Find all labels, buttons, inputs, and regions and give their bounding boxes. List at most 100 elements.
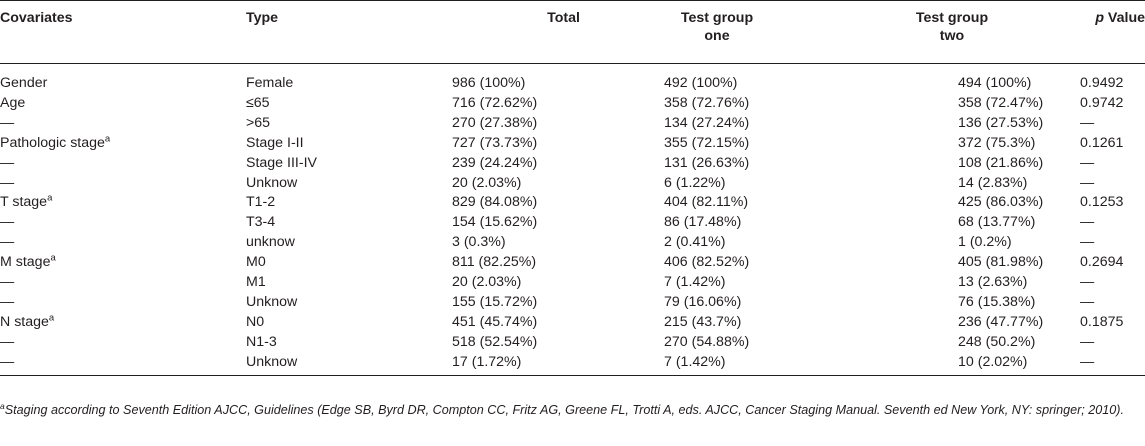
header-test-group-one: Test group one — [604, 0, 816, 64]
cell-test-group-two: 425 (86.03%) — [958, 194, 1044, 211]
covariate-label: — — [0, 174, 15, 191]
cell-test-group-two: 14 (2.83%) — [958, 174, 1028, 191]
cell-p-value: 0.9742 — [1080, 94, 1124, 111]
cell-test-group-one: 355 (72.15%) — [664, 134, 750, 151]
cell-p-value: 0.1875 — [1080, 313, 1124, 330]
cell-total: 154 (15.62%) — [452, 214, 538, 231]
cell-type: >65 — [246, 114, 271, 131]
table-row: — N1-3 518 (52.54%) 270 (54.88%) 248 (50.2%)… — [0, 333, 1145, 353]
covariate-label: Gender — [0, 75, 48, 91]
cell-covariate: — — [0, 353, 242, 375]
cell-p-value: — — [1080, 274, 1095, 291]
table-row: — Unknow 155 (15.72%) 79 (16.06%) 76 (15.38%… — [0, 293, 1145, 313]
cell-covariate: — — [0, 154, 242, 174]
footnote-mark: a — [0, 400, 5, 411]
cell-total: 518 (52.54%) — [452, 333, 538, 350]
cell-type: M0 — [246, 254, 266, 271]
cell-total: 20 (2.03%) — [452, 174, 522, 191]
header-test-group-one-line2: one — [704, 28, 730, 44]
cell-test-group-one: 7 (1.42%) — [664, 274, 726, 291]
cell-covariate: — — [0, 333, 242, 353]
table-row: Pathologic stagea Stage I-II 727 (73.73%) 3… — [0, 134, 1145, 154]
cell-total: 155 (15.72%) — [452, 293, 538, 310]
cell-type: M1 — [246, 274, 266, 291]
table-row: — T3-4 154 (15.62%) 86 (17.48%) 68 (13.77%) — — [0, 213, 1145, 233]
table-row: — Unknow 20 (2.03%) 6 (1.22%) 14 (2.83%) — — [0, 174, 1145, 194]
cell-test-group-two: 358 (72.47%) — [958, 94, 1044, 111]
cell-p-value: — — [1080, 353, 1095, 370]
cell-type: Female — [246, 75, 294, 91]
cell-type: N0 — [246, 313, 265, 330]
covariate-label: — — [0, 214, 15, 231]
cell-covariate: — — [0, 174, 242, 194]
cell-test-group-one: 6 (1.22%) — [664, 174, 726, 191]
cell-covariate: N stagea — [0, 313, 242, 333]
cell-test-group-one: 79 (16.06%) — [664, 293, 742, 310]
cell-test-group-two: 494 (100%) — [958, 75, 1032, 91]
covariate-label: — — [0, 293, 15, 310]
header-p-rest: Value — [1103, 10, 1145, 26]
covariate-label: — — [0, 234, 15, 251]
footnote-marker: a — [104, 132, 111, 144]
cell-p-value: — — [1080, 234, 1095, 251]
cell-covariate: — — [0, 233, 242, 253]
cell-test-group-two: 1 (0.2%) — [958, 234, 1012, 251]
cell-type: Unknow — [246, 293, 298, 310]
covariate-label: — — [0, 274, 15, 291]
cell-covariate: M stagea — [0, 253, 242, 273]
cell-type: Unknow — [246, 174, 298, 191]
cell-p-value: 0.1253 — [1080, 194, 1124, 211]
cell-test-group-two: 136 (27.53%) — [958, 114, 1044, 131]
table-row: — Unknow 17 (1.72%) 7 (1.42%) 10 (2.02%) — — [0, 353, 1145, 375]
cell-covariate: — — [0, 293, 242, 313]
cell-total: 20 (2.03%) — [452, 274, 522, 291]
table-container: Covariates Type Total Test group one Tes… — [0, 0, 1145, 376]
cell-test-group-two: 68 (13.77%) — [958, 214, 1036, 231]
covariate-label: Pathologic stage — [0, 134, 105, 151]
cell-p-value: 0.1261 — [1080, 134, 1124, 151]
cell-type: T3-4 — [246, 214, 276, 231]
cell-covariate: — — [0, 273, 242, 293]
cell-test-group-two: 248 (50.2%) — [958, 333, 1036, 350]
cell-test-group-one: 7 (1.42%) — [664, 353, 726, 370]
cell-type: ≤65 — [246, 94, 270, 111]
cell-test-group-one: 492 (100%) — [664, 75, 738, 91]
covariate-label: Age — [0, 94, 26, 111]
cell-test-group-one: 270 (54.88%) — [664, 333, 750, 350]
cell-test-group-one: 134 (27.24%) — [664, 114, 750, 131]
footnote-text: Staging according to Seventh Edition AJC… — [4, 403, 1124, 417]
header-test-group-two: Test group two — [816, 0, 1058, 64]
header-type: Type — [242, 0, 394, 64]
cell-total: 3 (0.3%) — [452, 234, 506, 251]
table-row: T stagea T1-2 829 (84.08%) 404 (82.11%) 425 … — [0, 193, 1145, 213]
covariate-label: — — [0, 333, 15, 350]
cell-test-group-one: 131 (26.63%) — [664, 154, 750, 171]
cell-type: N1-3 — [246, 333, 277, 350]
table-footnote: aStaging according to Seventh Edition AJ… — [0, 400, 1140, 421]
table-row: — Stage III-IV 239 (24.24%) 131 (26.63%) 108… — [0, 154, 1145, 174]
header-covariates: Covariates — [0, 0, 242, 64]
covariates-table: Covariates Type Total Test group one Tes… — [0, 0, 1145, 376]
cell-test-group-two: 108 (21.86%) — [958, 154, 1044, 171]
covariate-label: — — [0, 154, 15, 171]
cell-p-value: — — [1080, 214, 1095, 231]
cell-total: 829 (84.08%) — [452, 194, 538, 211]
cell-covariate: Pathologic stagea — [0, 134, 242, 154]
covariate-label: — — [0, 353, 15, 370]
cell-total: 270 (27.38%) — [452, 114, 538, 131]
footnote-marker: a — [48, 312, 55, 324]
cell-p-value: — — [1080, 114, 1095, 131]
cell-total: 17 (1.72%) — [452, 353, 522, 370]
header-test-group-one-line1: Test group — [680, 10, 754, 26]
footnote-marker: a — [50, 252, 56, 264]
cell-test-group-one: 2 (0.41%) — [664, 234, 726, 251]
header-p-letter: p — [1095, 10, 1104, 26]
cell-test-group-two: 13 (2.63%) — [958, 274, 1028, 291]
header-test-group-two-line1: Test group — [915, 10, 989, 26]
cell-p-value: — — [1080, 333, 1095, 350]
cell-covariate: — — [0, 114, 242, 134]
cell-covariate: Gender — [0, 64, 242, 94]
covariate-label: M stage — [0, 254, 51, 271]
cell-test-group-one: 406 (82.52%) — [664, 254, 750, 271]
cell-covariate: Age — [0, 94, 242, 114]
